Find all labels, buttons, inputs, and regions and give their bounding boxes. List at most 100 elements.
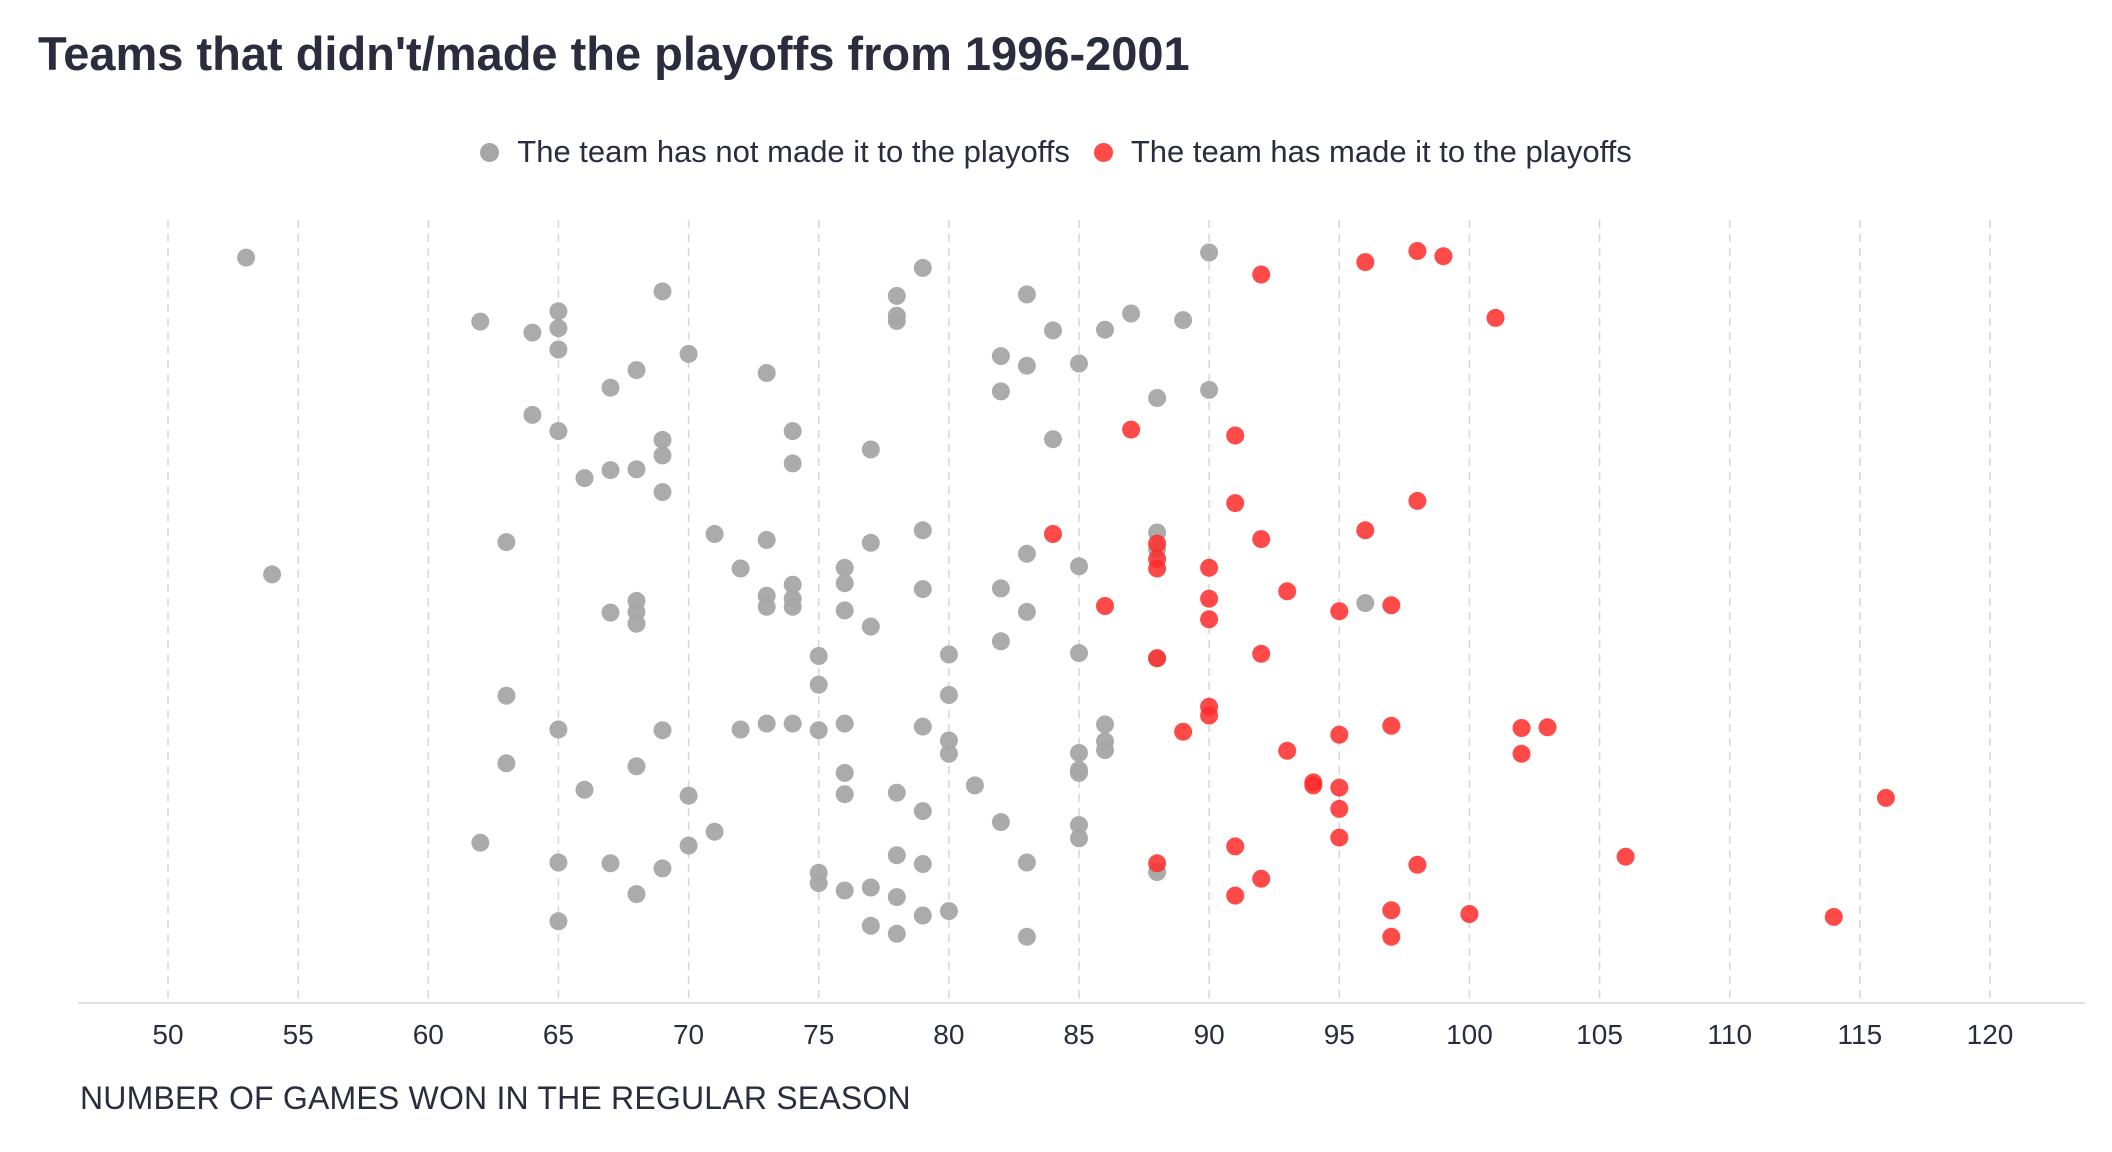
chart-title: Teams that didn't/made the playoffs from…	[38, 27, 1190, 80]
legend-label-not-playoffs: The team has not made it to the playoffs	[517, 134, 1070, 169]
data-point	[991, 579, 1010, 598]
data-point	[549, 422, 568, 441]
data-point	[549, 720, 568, 739]
data-point	[1356, 253, 1375, 272]
data-point	[1512, 719, 1531, 737]
data-point	[809, 721, 828, 740]
data-point	[653, 430, 672, 449]
data-point	[991, 382, 1010, 401]
data-point	[1330, 602, 1349, 621]
x-axis-title: NUMBER OF GAMES WON IN THE REGULAR SEASO…	[80, 1080, 911, 1116]
data-point	[757, 364, 776, 382]
x-tick-label: 75	[803, 1019, 834, 1050]
data-point	[1824, 907, 1843, 926]
data-point	[1486, 308, 1505, 327]
data-point	[835, 785, 854, 804]
x-tick-label: 90	[1194, 1019, 1225, 1050]
data-point	[549, 302, 568, 321]
data-point	[1044, 525, 1062, 543]
data-point	[939, 645, 958, 664]
data-point	[939, 686, 958, 704]
legend-swatch-playoffs	[1093, 142, 1113, 162]
data-point	[627, 460, 646, 479]
data-point	[1382, 596, 1401, 615]
data-point	[1200, 380, 1219, 399]
data-point	[861, 916, 880, 935]
data-point	[939, 744, 958, 763]
data-point	[523, 405, 542, 424]
data-point	[991, 347, 1010, 366]
data-point	[1096, 741, 1114, 760]
data-point	[1408, 242, 1427, 260]
data-point	[1356, 521, 1375, 540]
legend-swatch-not-playoffs	[480, 142, 500, 162]
data-point	[1017, 356, 1036, 375]
data-point	[1096, 597, 1114, 615]
data-point	[601, 461, 620, 480]
data-point	[1876, 788, 1895, 807]
data-point	[809, 675, 828, 694]
data-point	[1070, 816, 1088, 835]
data-point	[887, 846, 906, 865]
x-tick-label: 60	[413, 1019, 444, 1050]
data-point	[1382, 901, 1401, 920]
data-point	[783, 597, 802, 616]
data-point	[1096, 715, 1114, 734]
grid-lines	[167, 220, 1991, 1003]
data-point	[549, 853, 568, 872]
data-point	[1226, 837, 1245, 856]
data-point	[939, 902, 958, 921]
legend-item-playoffs: The team has made it to the playoffs	[1093, 134, 1632, 170]
data-point	[575, 780, 594, 799]
x-tick-label: 50	[152, 1019, 183, 1050]
data-point	[1174, 311, 1193, 330]
data-point	[783, 454, 802, 473]
data-point	[237, 248, 256, 267]
x-tick-label: 105	[1576, 1019, 1623, 1050]
data-point	[653, 859, 672, 878]
data-point	[1148, 649, 1167, 668]
data-point	[1044, 430, 1062, 449]
data-point	[627, 361, 646, 380]
data-point	[1278, 741, 1297, 760]
data-point	[679, 344, 698, 363]
data-point	[1148, 389, 1167, 407]
data-point	[1252, 530, 1271, 549]
data-point	[731, 720, 750, 739]
data-point	[809, 874, 828, 893]
data-point	[1330, 799, 1349, 818]
data-point	[1226, 494, 1245, 513]
data-point	[1330, 725, 1349, 744]
data-point	[913, 580, 932, 599]
data-point	[913, 906, 932, 925]
x-tick-label: 110	[1707, 1019, 1752, 1050]
x-tick-label: 115	[1838, 1019, 1883, 1050]
data-points	[237, 242, 1895, 946]
data-point	[1512, 744, 1531, 763]
data-point	[1200, 706, 1219, 725]
x-tick-label: 65	[543, 1019, 574, 1050]
data-point	[861, 533, 880, 552]
data-point	[939, 731, 958, 750]
data-point	[679, 836, 698, 855]
data-point	[835, 574, 854, 593]
data-point	[1200, 610, 1219, 629]
data-point	[1538, 718, 1557, 737]
data-point	[497, 686, 516, 705]
data-point	[835, 714, 854, 733]
data-point	[1382, 927, 1401, 946]
data-point	[913, 521, 932, 540]
data-point	[835, 558, 854, 577]
data-point	[497, 754, 516, 773]
data-point	[1408, 491, 1427, 510]
data-point	[757, 530, 776, 549]
data-point	[783, 575, 802, 594]
x-tick-label: 70	[673, 1019, 704, 1050]
data-point	[601, 854, 620, 873]
data-point	[913, 855, 932, 873]
data-point	[887, 783, 906, 802]
data-point	[705, 525, 724, 543]
data-point	[1017, 285, 1036, 304]
data-point	[1408, 855, 1427, 874]
